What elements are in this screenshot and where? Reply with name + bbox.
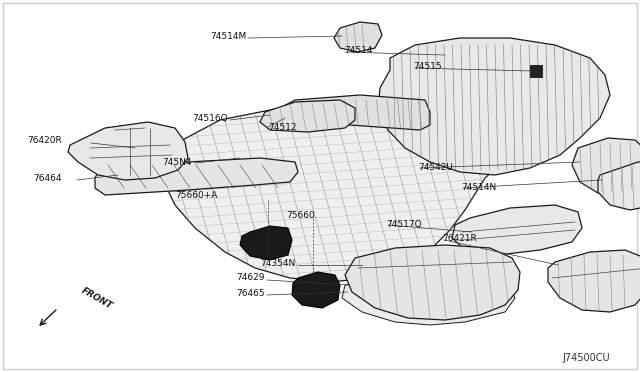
Polygon shape	[548, 250, 640, 312]
Polygon shape	[292, 272, 340, 308]
Polygon shape	[260, 100, 355, 132]
Polygon shape	[342, 275, 515, 325]
Polygon shape	[278, 95, 430, 130]
Polygon shape	[345, 245, 520, 320]
Polygon shape	[530, 65, 542, 77]
Text: 76465: 76465	[236, 289, 265, 298]
Text: 74514: 74514	[344, 45, 372, 55]
Text: 74629: 74629	[237, 273, 265, 282]
Polygon shape	[163, 108, 510, 282]
Text: 745N4: 745N4	[163, 157, 192, 167]
Polygon shape	[95, 158, 298, 195]
Text: 75660: 75660	[286, 211, 315, 219]
Text: 74514N: 74514N	[461, 183, 496, 192]
Text: FRONT: FRONT	[80, 286, 114, 311]
Text: 75660+A: 75660+A	[175, 190, 218, 199]
Text: 74516Q: 74516Q	[193, 113, 228, 122]
Text: 74512: 74512	[268, 122, 296, 131]
Polygon shape	[572, 138, 640, 195]
Polygon shape	[334, 22, 382, 52]
Polygon shape	[378, 38, 610, 175]
Text: 74517Q: 74517Q	[386, 219, 422, 228]
Text: 74354N: 74354N	[260, 260, 295, 269]
Polygon shape	[240, 226, 292, 260]
Text: 74514M: 74514M	[210, 32, 246, 41]
Text: 74542U: 74542U	[418, 163, 453, 171]
Text: 76464: 76464	[33, 173, 62, 183]
Polygon shape	[452, 205, 582, 255]
Text: 76421R: 76421R	[442, 234, 477, 243]
Text: 76420R: 76420R	[28, 135, 62, 144]
Polygon shape	[68, 122, 188, 180]
Polygon shape	[598, 162, 640, 210]
Text: J74500CU: J74500CU	[562, 353, 610, 363]
Text: 74515: 74515	[413, 61, 442, 71]
